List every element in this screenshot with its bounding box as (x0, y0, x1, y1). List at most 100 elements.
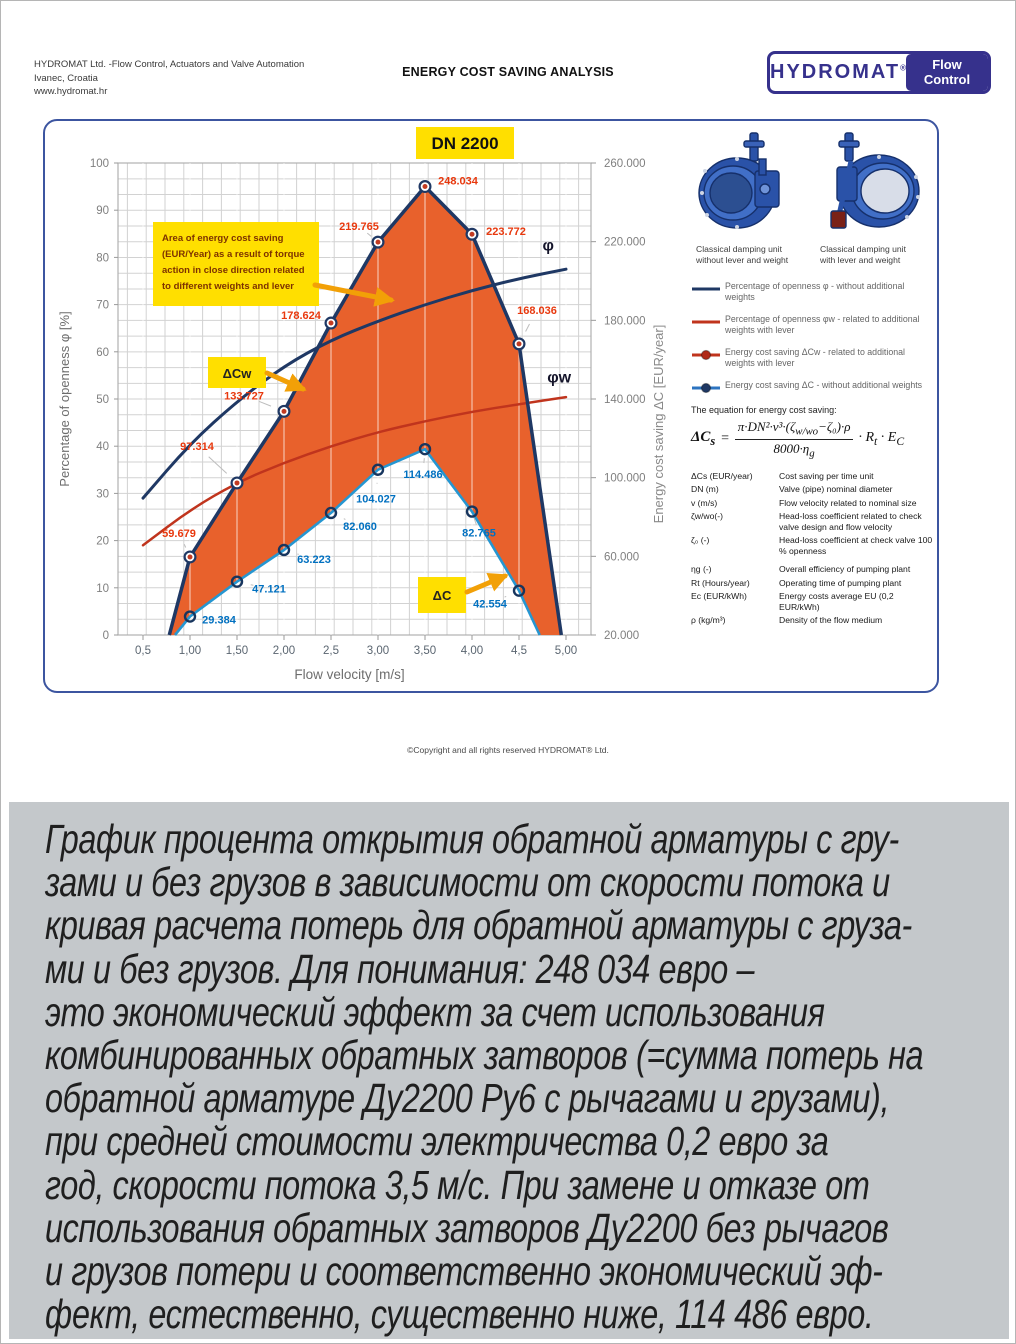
svg-text:100.000: 100.000 (604, 473, 646, 485)
definition-term: Ec (EUR/kWh) (691, 590, 747, 601)
description-line: комбинированных обратных затворов (=сумм… (45, 1032, 924, 1079)
definition-text: Flow velocity related to nominal size (779, 497, 917, 508)
legend-row: Percentage of openness φw - related to a… (691, 314, 933, 336)
description-line: фект, естественно, существенно ниже, 114… (45, 1291, 874, 1338)
legend-label: Percentage of openness φ - without addit… (725, 281, 905, 302)
svg-text:59.679: 59.679 (162, 528, 196, 540)
company-line: HYDROMAT Ltd. -Flow Control, Actuators a… (34, 59, 305, 70)
definition-term: v (m/s) (691, 497, 718, 508)
svg-text:104.027: 104.027 (356, 494, 396, 506)
svg-text:90: 90 (96, 205, 109, 217)
definition-text: Valve (pipe) nominal diameter (779, 484, 893, 495)
svg-text:action in close direction rela: action in close direction related (162, 265, 305, 276)
description-line: при средней стоимости электричества 0,2 … (45, 1118, 829, 1165)
svg-text:4,00: 4,00 (461, 645, 483, 657)
equation-numerator: π·DN²·v³·(ζw/wo−ζ₀)·ρ (734, 419, 854, 440)
legend-line-icon (692, 320, 720, 324)
legend-label: Energy cost saving ΔCw - related to addi… (725, 347, 905, 368)
description-line: год, скорости потока 3,5 м/с. При замене… (45, 1161, 870, 1208)
equation-fraction: π·DN²·v³·(ζw/wo−ζ₀)·ρ 8000·ηg (734, 419, 854, 460)
svg-text:97.314: 97.314 (180, 441, 215, 453)
svg-text:φw: φw (547, 369, 571, 386)
svg-text:ΔC: ΔC (433, 588, 452, 603)
svg-text:219.765: 219.765 (339, 221, 379, 233)
description-line: зами и без грузов в зависимости от скоро… (45, 859, 890, 906)
equation-lhs: ΔCs (691, 429, 716, 449)
svg-text:(EUR/Year) as a result of torq: (EUR/Year) as a result of torque (162, 249, 305, 260)
badge-line: Control (923, 71, 971, 87)
svg-text:47.121: 47.121 (252, 584, 286, 596)
svg-text:114.486: 114.486 (403, 469, 442, 481)
definition-row: ζw/wo(-) Head-loss coefficient related to… (691, 511, 933, 533)
svg-text:Flow velocity [m/s]: Flow velocity [m/s] (294, 667, 404, 682)
description-ru: График процента открытия обратной армату… (9, 802, 1009, 1339)
svg-text:248.034: 248.034 (438, 176, 479, 188)
definition-row: Rt (Hours/year) Operating time of pumping… (691, 578, 933, 589)
svg-text:168.036: 168.036 (517, 305, 557, 317)
svg-text:82.765: 82.765 (462, 528, 496, 540)
definition-text: Energy costs average EU (0,2 EUR/kWh) (779, 590, 894, 612)
svg-text:50: 50 (96, 394, 109, 406)
definition-row: ηg (-) Overall efficiency of pumping plan… (691, 564, 933, 575)
registered-mark: ® (900, 63, 906, 73)
svg-text:80: 80 (96, 252, 109, 264)
valve-fig-without-lever: Classical damping unit without lever and… (690, 131, 804, 265)
logo-flow-control-badge: Flow Control (906, 54, 988, 91)
chart-legend: Percentage of openness φ - without addit… (685, 281, 933, 394)
description-line: обратной арматуре Ду2200 Ру6 с рычагами … (45, 1075, 890, 1122)
equation-tail: · Rt · EC (858, 430, 905, 448)
svg-text:DN 2200: DN 2200 (431, 134, 498, 153)
equation-intro: The equation for energy cost saving: (691, 405, 837, 415)
svg-text:60.000: 60.000 (604, 551, 639, 563)
description-line: и грузов потери и соответственно экономи… (45, 1248, 883, 1295)
svg-text:30: 30 (96, 488, 109, 500)
valve-caption: Classical damping unit with lever and we… (820, 244, 906, 265)
legend-line-icon (692, 349, 720, 361)
svg-text:260.000: 260.000 (604, 158, 646, 170)
svg-text:Area of energy cost saving: Area of energy cost saving (162, 233, 284, 244)
definition-row: v (m/s) Flow velocity related to nominal … (691, 498, 933, 509)
logo-brand-text: HYDROMAT® (770, 61, 906, 83)
svg-text:29.384: 29.384 (202, 615, 237, 627)
svg-text:Energy cost saving ΔC [EUR/yea: Energy cost saving ΔC [EUR/year] (651, 325, 666, 524)
legend-row: Energy cost saving ΔCw - related to addi… (691, 347, 933, 369)
check-valve-image (698, 132, 780, 229)
equation-denominator: 8000·ηg (773, 440, 815, 460)
definition-text: Operating time of pumping plant (779, 577, 902, 588)
svg-text:63.223: 63.223 (297, 554, 331, 566)
panel-right-column: Classical damping unit without lever and… (685, 131, 933, 628)
description-line: ми и без грузов. Для понимания: 248 034 … (45, 945, 755, 992)
description-line: использования обратных затворов Ду2200 б… (45, 1204, 889, 1251)
definition-row: ρ (kg/m³) Density of the flow medium (691, 615, 933, 626)
svg-text:40: 40 (96, 441, 109, 453)
company-address: HYDROMAT Ltd. -Flow Control, Actuators a… (34, 58, 304, 99)
equals-sign: = (720, 431, 730, 447)
svg-text:Percentage of openness φ [%]: Percentage of openness φ [%] (57, 311, 72, 486)
definition-text: Overall efficiency of pumping plant (779, 564, 911, 575)
svg-text:1,50: 1,50 (226, 645, 248, 657)
svg-text:φ: φ (543, 237, 554, 254)
svg-text:5,00: 5,00 (555, 645, 577, 657)
valve-fig-with-lever: Classical damping unit with lever and we… (814, 131, 928, 265)
legend-line-icon (692, 287, 720, 291)
company-line: Ivanec, Croatia (34, 72, 98, 84)
description-line: кривая расчета потерь для обратной армат… (45, 902, 912, 949)
svg-text:42.554: 42.554 (473, 599, 508, 611)
chart-svg: 59.679 97.314 133.727 178.624 219.765 248.034… (57, 127, 666, 682)
definition-term: ζw/wo(-) (691, 511, 723, 522)
legend-line-icon (692, 382, 720, 394)
svg-text:ΔCw: ΔCw (223, 366, 253, 381)
legend-row: Percentage of openness φ - without addit… (691, 281, 933, 303)
svg-text:3,00: 3,00 (367, 645, 389, 657)
chart-panel: 59.679 97.314 133.727 178.624 219.765 248.034… (43, 119, 939, 693)
definition-term: ηg (-) (691, 564, 712, 575)
definition-term: DN (m) (691, 484, 719, 495)
legend-label: Percentage of openness φw - related to a… (725, 314, 920, 335)
check-valve-lever-image (830, 132, 920, 229)
svg-text:2,00: 2,00 (273, 645, 295, 657)
svg-text:70: 70 (96, 300, 109, 312)
legend-label: Energy cost saving ΔC - without addition… (725, 380, 923, 390)
svg-text:to different weights and lever: to different weights and lever (162, 281, 294, 292)
svg-text:20.000: 20.000 (604, 630, 639, 642)
hydromat-logo: HYDROMAT® Flow Control (767, 51, 991, 94)
